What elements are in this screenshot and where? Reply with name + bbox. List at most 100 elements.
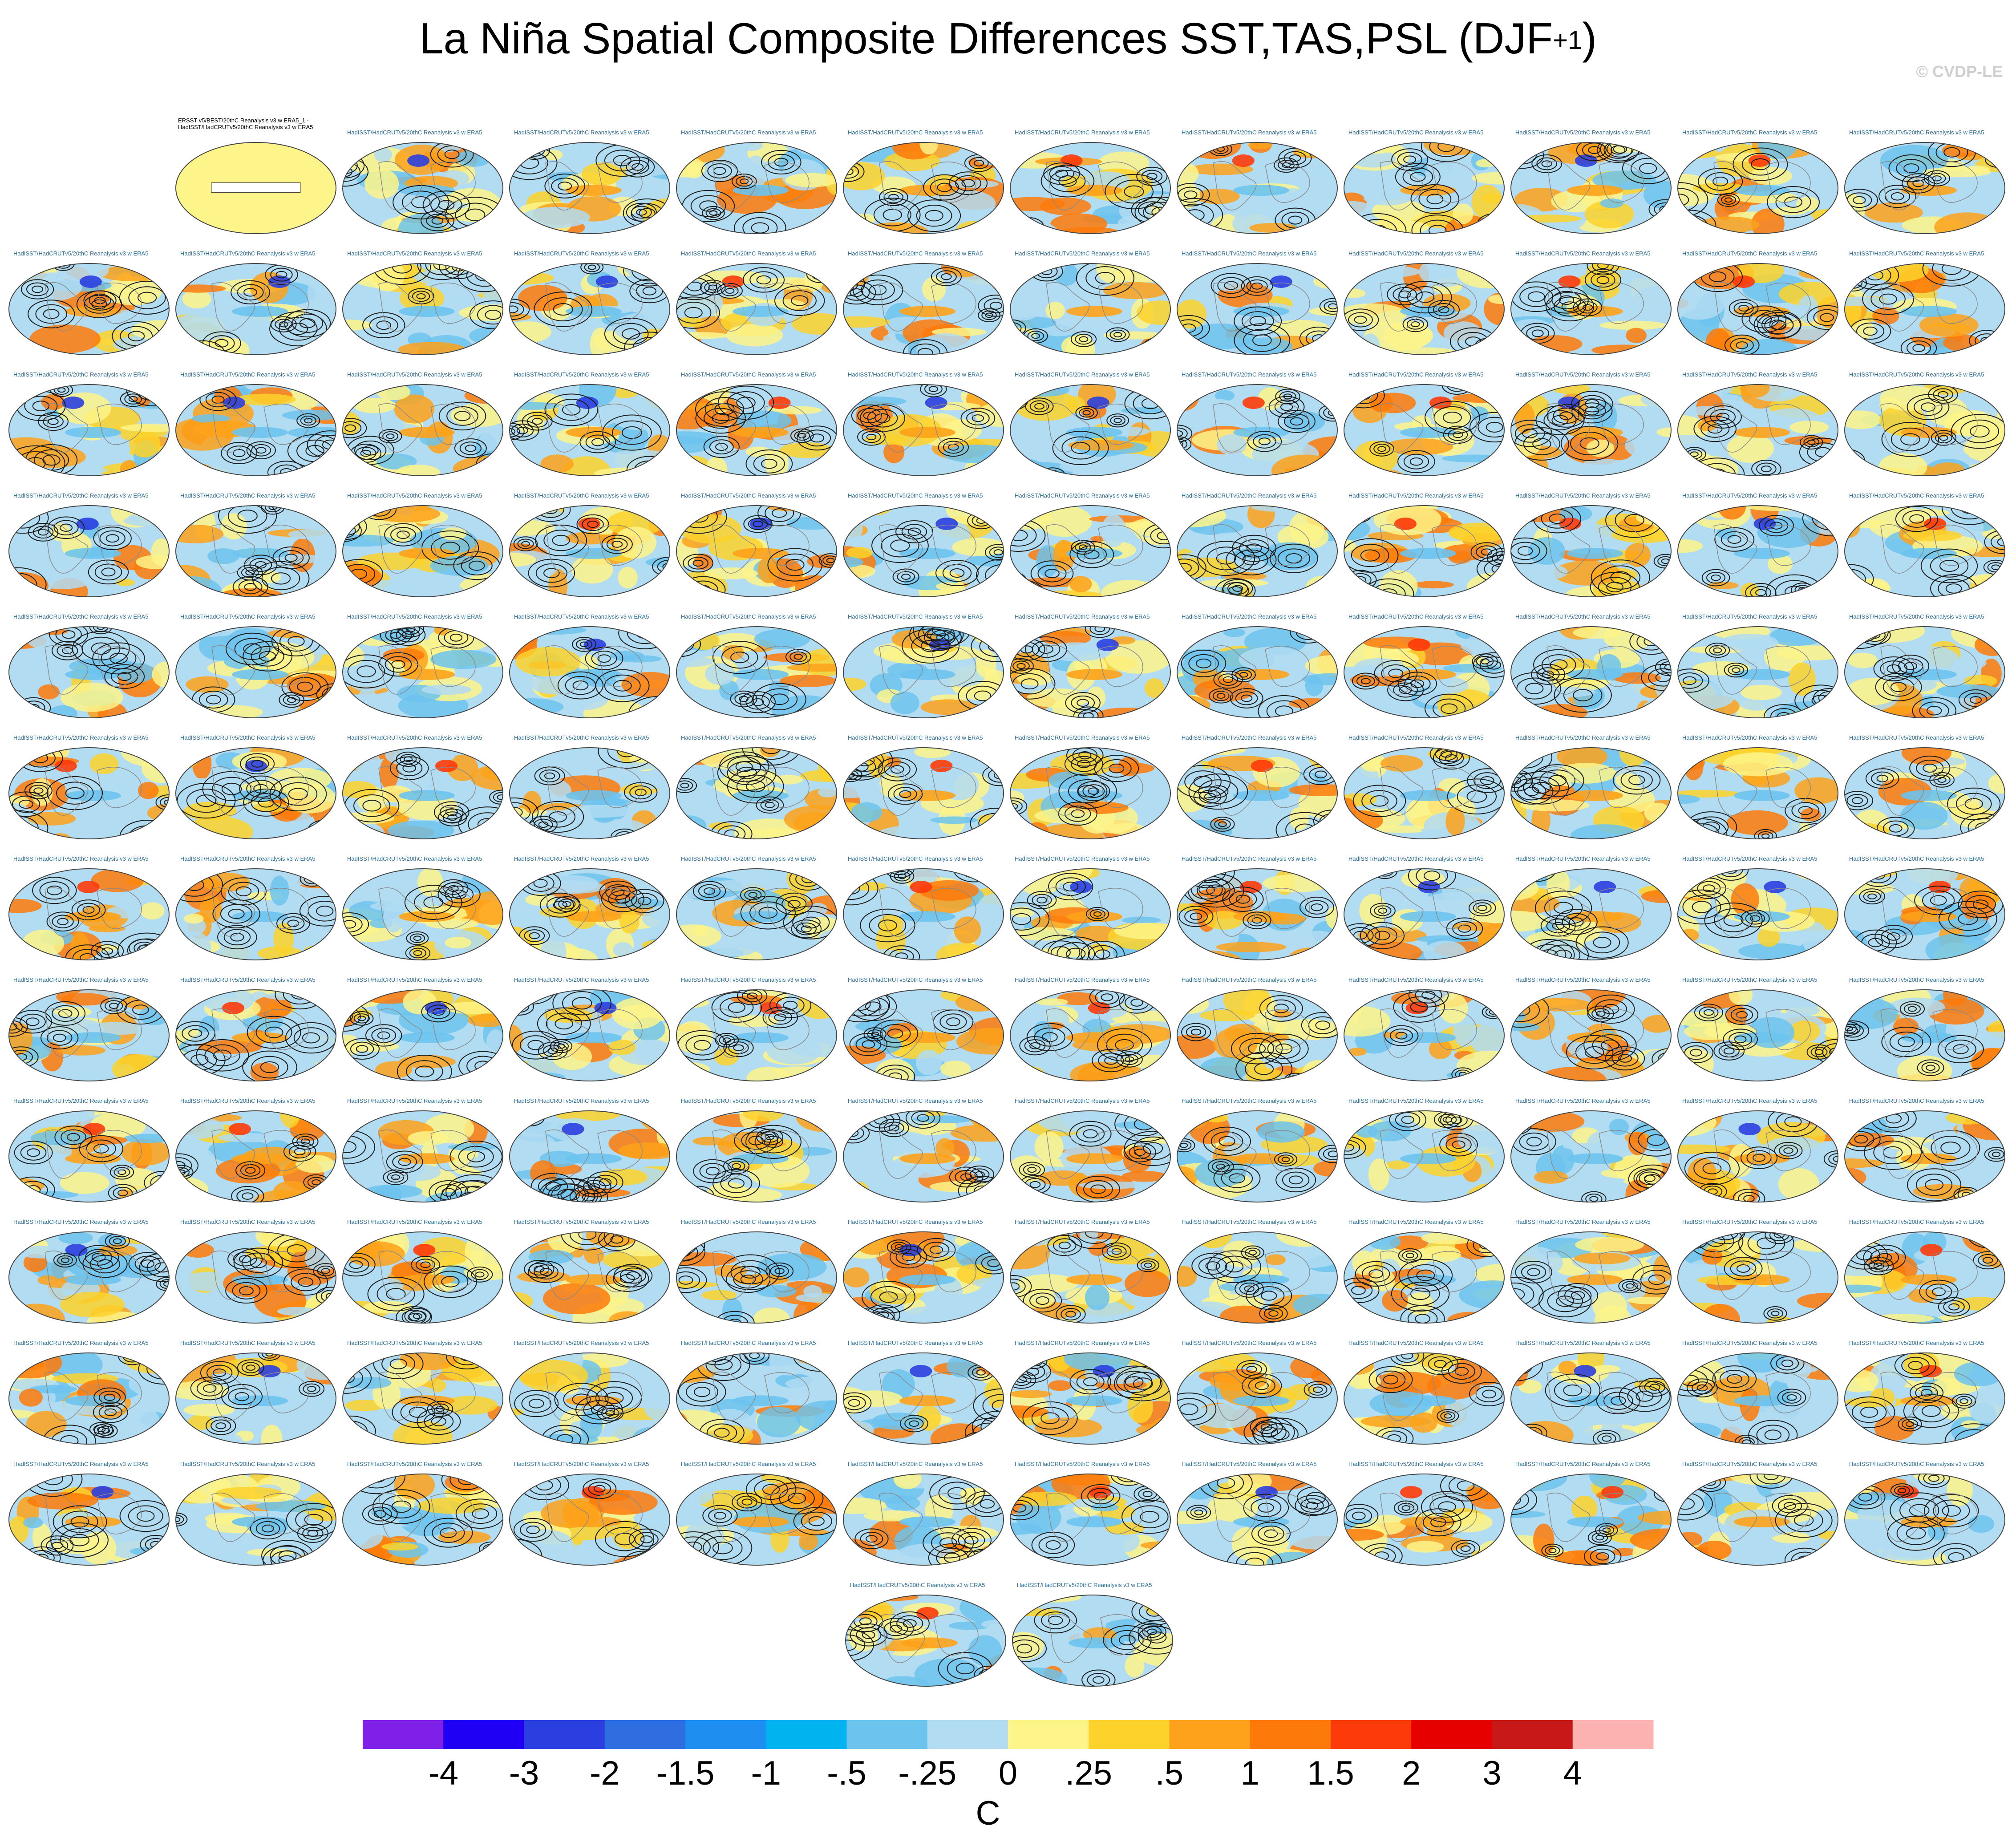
panel-caption: HadISST/HadCRUTv5/20thC Reanalysis v3 w … <box>681 1461 816 1467</box>
map-panel: HadISST/HadCRUTv5/20thC Reanalysis v3 w … <box>676 1340 837 1445</box>
panel-caption: HadISST/HadCRUTv5/20thC Reanalysis v3 w … <box>13 1097 148 1104</box>
panel-caption: HadISST/HadCRUTv5/20thC Reanalysis v3 w … <box>347 734 482 741</box>
panel-caption: HadISST/HadCRUTv5/20thC Reanalysis v3 w … <box>681 855 816 862</box>
map-panel: HadISST/HadCRUTv5/20thC Reanalysis v3 w … <box>676 1097 837 1202</box>
map-panel: HadISST/HadCRUTv5/20thC Reanalysis v3 w … <box>1177 129 1338 234</box>
map-panel: HadISST/HadCRUTv5/20thC Reanalysis v3 w … <box>175 1097 336 1202</box>
panel-caption: HadISST/HadCRUTv5/20thC Reanalysis v3 w … <box>180 371 315 378</box>
map-panel: HadISST/HadCRUTv5/20thC Reanalysis v3 w … <box>1844 1461 2005 1566</box>
panel-caption: HadISST/HadCRUTv5/20thC Reanalysis v3 w … <box>1849 371 1984 378</box>
map-panel: HadISST/HadCRUTv5/20thC Reanalysis v3 w … <box>1177 250 1338 355</box>
map-panel: HadISST/HadCRUTv5/20thC Reanalysis v3 w … <box>342 1340 503 1445</box>
map-panel: HadISST/HadCRUTv5/20thC Reanalysis v3 w … <box>8 1340 170 1445</box>
panel-caption: HadISST/HadCRUTv5/20thC Reanalysis v3 w … <box>1849 855 1984 862</box>
map-panel: HadISST/HadCRUTv5/20thC Reanalysis v3 w … <box>175 855 336 960</box>
panel-caption: HadISST/HadCRUTv5/20thC Reanalysis v3 w … <box>848 250 983 257</box>
panel-caption: HadISST/HadCRUTv5/20thC Reanalysis v3 w … <box>13 1340 148 1346</box>
panel-caption: HadISST/HadCRUTv5/20thC Reanalysis v3 w … <box>514 1461 649 1467</box>
map-panel: HadISST/HadCRUTv5/20thC Reanalysis v3 w … <box>1344 613 1505 718</box>
colorbar-segment <box>604 1720 686 1749</box>
panel-caption: HadISST/HadCRUTv5/20thC Reanalysis v3 w … <box>180 855 315 862</box>
map-panel: HadISST/HadCRUTv5/20thC Reanalysis v3 w … <box>676 492 837 597</box>
panel-caption: HadISST/HadCRUTv5/20thC Reanalysis v3 w … <box>1515 492 1650 499</box>
map-panel: HadISST/HadCRUTv5/20thC Reanalysis v3 w … <box>342 1219 503 1324</box>
map-panel: HadISST/HadCRUTv5/20thC Reanalysis v3 w … <box>1177 734 1338 839</box>
panel-caption: HadISST/HadCRUTv5/20thC Reanalysis v3 w … <box>1515 613 1650 620</box>
colorbar-segment <box>1169 1720 1251 1749</box>
map-panel: HadISST/HadCRUTv5/20thC Reanalysis v3 w … <box>1010 976 1171 1081</box>
map-panel: HadISST/HadCRUTv5/20thC Reanalysis v3 w … <box>342 371 503 476</box>
map-panel: HadISST/HadCRUTv5/20thC Reanalysis v3 w … <box>1344 250 1505 355</box>
panel-caption: HadISST/HadCRUTv5/20thC Reanalysis v3 w … <box>1515 371 1650 378</box>
panel-caption: HadISST/HadCRUTv5/20thC Reanalysis v3 w … <box>1849 613 1984 620</box>
map-panel: HadISST/HadCRUTv5/20thC Reanalysis v3 w … <box>843 855 1004 960</box>
panel-caption: HadISST/HadCRUTv5/20thC Reanalysis v3 w … <box>1015 1219 1150 1225</box>
panel-caption: HadISST/HadCRUTv5/20thC Reanalysis v3 w … <box>681 1219 816 1225</box>
panel-caption: HadISST/HadCRUTv5/20thC Reanalysis v3 w … <box>1515 1340 1650 1346</box>
panel-caption: HadISST/HadCRUTv5/20thC Reanalysis v3 w … <box>1682 1097 1817 1104</box>
map-panel: HadISST/HadCRUTv5/20thC Reanalysis v3 w … <box>1677 371 1838 476</box>
map-panel: HadISST/HadCRUTv5/20thC Reanalysis v3 w … <box>843 976 1004 1081</box>
map-panel: HadISST/HadCRUTv5/20thC Reanalysis v3 w … <box>1010 1340 1171 1445</box>
map-panel: HadISST/HadCRUTv5/20thC Reanalysis v3 w … <box>843 734 1004 839</box>
panel-caption: HadISST/HadCRUTv5/20thC Reanalysis v3 w … <box>848 1461 983 1467</box>
panel-caption: HadISST/HadCRUTv5/20thC Reanalysis v3 w … <box>1017 1582 1152 1588</box>
panel-caption: HadISST/HadCRUTv5/20thC Reanalysis v3 w … <box>514 492 649 499</box>
map-panel: HadISST/HadCRUTv5/20thC Reanalysis v3 w … <box>1510 129 1672 234</box>
watermark: © CVDP-LE <box>1916 62 2003 81</box>
panel-caption: HadISST/HadCRUTv5/20thC Reanalysis v3 w … <box>514 129 649 136</box>
panel-caption: HadISST/HadCRUTv5/20thC Reanalysis v3 w … <box>848 129 983 136</box>
map-panel: HadISST/HadCRUTv5/20thC Reanalysis v3 w … <box>1844 371 2005 476</box>
panel-caption: HadISST/HadCRUTv5/20thC Reanalysis v3 w … <box>848 1219 983 1225</box>
panel-caption: HadISST/HadCRUTv5/20thC Reanalysis v3 w … <box>13 250 148 257</box>
map-panel: HadISST/HadCRUTv5/20thC Reanalysis v3 w … <box>676 613 837 718</box>
panel-caption: HadISST/HadCRUTv5/20thC Reanalysis v3 w … <box>1348 855 1483 862</box>
map-panel: HadISST/HadCRUTv5/20thC Reanalysis v3 w … <box>1010 734 1171 839</box>
map-panel: HadISST/HadCRUTv5/20thC Reanalysis v3 w … <box>843 129 1004 234</box>
panel-caption: HadISST/HadCRUTv5/20thC Reanalysis v3 w … <box>1849 1219 1984 1225</box>
map-panel: HadISST/HadCRUTv5/20thC Reanalysis v3 w … <box>676 1219 837 1324</box>
map-panel: HadISST/HadCRUTv5/20thC Reanalysis v3 w … <box>1344 734 1505 839</box>
map-panel: HadISST/HadCRUTv5/20thC Reanalysis v3 w … <box>843 1340 1004 1445</box>
map-panel: HadISST/HadCRUTv5/20thC Reanalysis v3 w … <box>1510 613 1672 718</box>
panel-caption: HadISST/HadCRUTv5/20thC Reanalysis v3 w … <box>1515 1461 1650 1467</box>
panel-caption: HadISST/HadCRUTv5/20thC Reanalysis v3 w … <box>1849 734 1984 741</box>
panel-caption: HadISST/HadCRUTv5/20thC Reanalysis v3 w … <box>1348 129 1483 136</box>
panel-caption: HadISST/HadCRUTv5/20thC Reanalysis v3 w … <box>681 734 816 741</box>
panel-caption: HadISST/HadCRUTv5/20thC Reanalysis v3 w … <box>1015 492 1150 499</box>
panel-caption: HadISST/HadCRUTv5/20thC Reanalysis v3 w … <box>1682 492 1817 499</box>
panel-caption: HadISST/HadCRUTv5/20thC Reanalysis v3 w … <box>1182 734 1316 741</box>
map-panel: HadISST/HadCRUTv5/20thC Reanalysis v3 w … <box>1677 1340 1838 1445</box>
panel-caption: HadISST/HadCRUTv5/20thC Reanalysis v3 w … <box>681 976 816 983</box>
map-panel: HadISST/HadCRUTv5/20thC Reanalysis v3 w … <box>8 855 170 960</box>
title-superscript: +1 <box>1553 26 1583 55</box>
panel-caption: HadISST/HadCRUTv5/20thC Reanalysis v3 w … <box>1182 855 1316 862</box>
map-panel: HadISST/HadCRUTv5/20thC Reanalysis v3 w … <box>843 613 1004 718</box>
panel-caption: HadISST/HadCRUTv5/20thC Reanalysis v3 w … <box>681 250 816 257</box>
colorbar-tick-label: 1 <box>1241 1754 1259 1792</box>
panel-caption: HadISST/HadCRUTv5/20thC Reanalysis v3 w … <box>180 734 315 741</box>
panel-caption: HadISST/HadCRUTv5/20thC Reanalysis v3 w … <box>1015 371 1150 378</box>
panel-caption: HadISST/HadCRUTv5/20thC Reanalysis v3 w … <box>848 976 983 983</box>
map-panel: HadISST/HadCRUTv5/20thC Reanalysis v3 w … <box>8 492 170 597</box>
map-panel: HadISST/HadCRUTv5/20thC Reanalysis v3 w … <box>8 371 170 476</box>
panel-caption: HadISST/HadCRUTv5/20thC Reanalysis v3 w … <box>514 1097 649 1104</box>
map-panel: HadISST/HadCRUTv5/20thC Reanalysis v3 w … <box>1010 1097 1171 1202</box>
panel-caption: HadISST/HadCRUTv5/20thC Reanalysis v3 w … <box>514 855 649 862</box>
colorbar-tick-label: 2 <box>1402 1754 1421 1792</box>
map-panel: HadISST/HadCRUTv5/20thC Reanalysis v3 w … <box>1010 492 1171 597</box>
panel-caption: HadISST/HadCRUTv5/20thC Reanalysis v3 w … <box>347 371 482 378</box>
map-panel: HadISST/HadCRUTv5/20thC Reanalysis v3 w … <box>342 1097 503 1202</box>
panel-caption: HadISST/HadCRUTv5/20thC Reanalysis v3 w … <box>1515 976 1650 983</box>
colorbar-segment <box>1089 1720 1170 1749</box>
panel-caption: HadISST/HadCRUTv5/20thC Reanalysis v3 w … <box>1515 1097 1650 1104</box>
colorbar-tick-label: 1.5 <box>1307 1754 1354 1792</box>
map-panel: HadISST/HadCRUTv5/20thC Reanalysis v3 w … <box>8 1461 170 1566</box>
map-panel: HadISST/HadCRUTv5/20thC Reanalysis v3 w … <box>676 1461 837 1566</box>
map-panel: HadISST/HadCRUTv5/20thC Reanalysis v3 w … <box>1677 1219 1838 1324</box>
map-panel: HadISST/HadCRUTv5/20thC Reanalysis v3 w … <box>1844 976 2005 1081</box>
panel-caption: HadISST/HadCRUTv5/20thC Reanalysis v3 w … <box>13 734 148 741</box>
map-panel: HadISST/HadCRUTv5/20thC Reanalysis v3 w … <box>175 492 336 597</box>
panel-caption: HadISST/HadCRUTv5/20thC Reanalysis v3 w … <box>848 371 983 378</box>
panel-caption: HadISST/HadCRUTv5/20thC Reanalysis v3 w … <box>1182 250 1316 257</box>
